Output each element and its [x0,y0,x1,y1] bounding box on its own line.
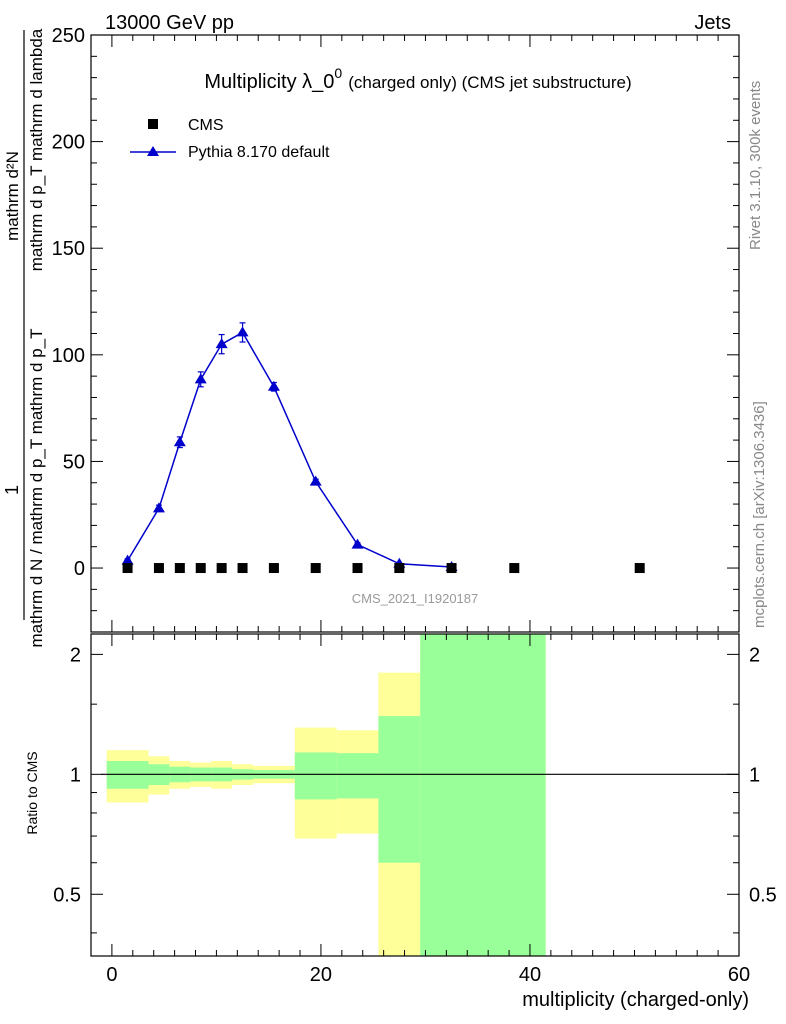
legend-marker-cms [148,119,158,129]
ylabel-denominator: mathrm d N / mathrm d p_T mathrm d p_T [27,329,46,648]
analysis-watermark: CMS_2021_I1920187 [352,591,479,606]
ratio-ytick-label: 2 [70,644,81,666]
ylabel2-denominator: mathrm d p_T mathrm d lambda [27,28,46,271]
main-plot: 0 50 100 150 200 250 [52,25,740,633]
main-ylabel: 1 mathrm d N / mathrm d p_T mathrm d p_T… [2,28,46,647]
ratio-inner-band [294,752,337,800]
cms-point [509,563,520,574]
legend-label-pythia: Pythia 8.170 default [188,144,330,161]
ratio-xtick-label: 40 [519,964,541,986]
process-label: Jets [694,12,731,34]
ratio-inner-band [420,634,546,956]
ratio-inner-band [378,716,421,863]
pythia-point [309,475,322,486]
cms-point [216,563,227,574]
pythia-point [267,380,280,391]
main-ytick-label: 0 [74,558,85,580]
main-ytick-label: 50 [63,451,85,473]
pythia-point [121,554,134,565]
cms-point [446,563,457,574]
ratio-ytick-label-right: 2 [749,644,760,666]
cms-point [352,563,363,574]
main-ytick-label: 250 [52,25,85,47]
cms-point [174,563,185,574]
ratio-xtick-label: 20 [310,964,332,986]
cms-point [268,563,279,574]
x-axis-label: multiplicity (charged-only) [522,989,749,1011]
pythia-point [173,436,186,447]
site-label: mcplots.cern.ch [arXiv:1306.3436] [751,401,768,628]
chart-title-main: Multiplicity λ_0 [204,71,334,93]
ratio-ytick-label: 1 [70,764,81,786]
cms-point [394,563,405,574]
pythia-line [126,331,452,568]
ratio-ytick-label-right: 1 [749,764,760,786]
main-ytick-label: 200 [52,132,85,154]
legend-label-cms: CMS [188,117,224,134]
legend: CMS Pythia 8.170 default [130,117,330,161]
ratio-xtick-label: 60 [728,964,750,986]
energy-label: 13000 GeV pp [105,12,234,34]
pythia-point [194,373,207,384]
ratio-ytick-label: 0.5 [53,884,81,906]
cms-point [153,563,164,574]
main-ytick-label: 100 [52,345,85,367]
ylabel2-numerator: mathrm d²N [3,151,22,241]
legend-marker-pythia [147,146,159,156]
cms-point [310,563,321,574]
cms-point [634,563,645,574]
rivet-label: Rivet 3.1.10, 300k events [747,81,764,250]
chart-title-rest: (charged only) (CMS jet substructure) [348,73,631,92]
pythia-point [236,326,249,337]
pythia-point [351,538,364,549]
chart-title: Multiplicity λ_00 (charged only) (CMS jet… [204,65,631,93]
ratio-plot-frame [90,633,740,957]
main-ytick-label: 150 [52,238,85,260]
chart-title-sup: 0 [334,65,342,81]
ylabel-numerator: 1 [2,485,22,495]
ratio-inner-band [336,753,379,799]
pythia-point [215,338,228,349]
pythia-point [152,502,165,513]
ratio-xtick-label: 0 [106,964,117,986]
ratio-ylabel: Ratio to CMS [24,751,40,834]
cms-point [195,563,206,574]
ratio-ytick-label-right: 0.5 [749,884,777,906]
cms-point [237,563,248,574]
ratio-plot: 0.5 0.51 12 20 20 40 60 [53,633,777,986]
cms-point [122,563,133,574]
